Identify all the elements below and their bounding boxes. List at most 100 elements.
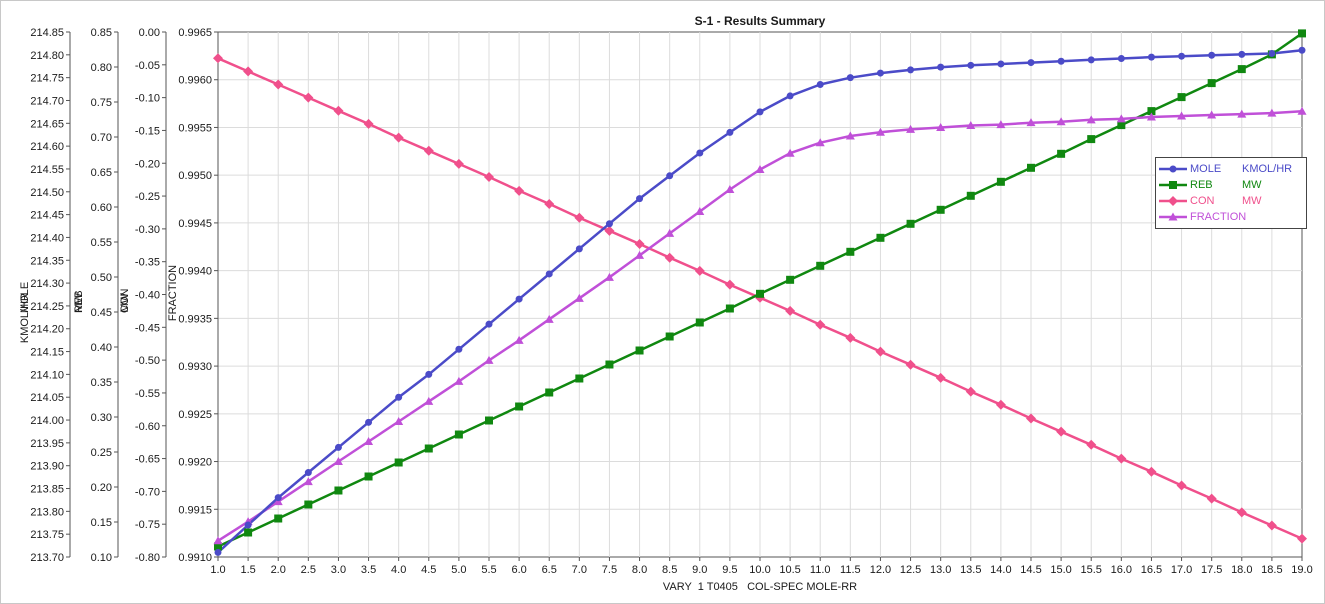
reb-data-point [1177, 93, 1186, 102]
reb-data-point [665, 332, 674, 341]
con-data-point [574, 212, 585, 223]
mole-data-point [365, 418, 373, 426]
con-data-point [604, 225, 615, 236]
con-data-point [634, 238, 645, 249]
fraction-data-point [364, 437, 374, 445]
legend-item-con[interactable]: CON MW [1156, 193, 1306, 209]
reb-tick-label: 0.20 [91, 482, 112, 494]
con-data-point [935, 372, 946, 383]
con-axis-name: CON [119, 289, 131, 314]
reb-data-point [695, 318, 704, 327]
reb-data-point [876, 233, 885, 242]
mole-data-point [666, 172, 674, 180]
frac-tick-label: 0.9945 [178, 218, 212, 230]
legend-name: MOLE [1190, 163, 1222, 175]
reb-data-point [214, 542, 222, 551]
mole-data-point [425, 370, 433, 378]
legend-item-reb[interactable]: REB MW [1156, 177, 1306, 193]
mole-axis-unit: KMOL/HR [19, 293, 31, 343]
reb-tick-label: 0.35 [91, 377, 112, 389]
mole-data-point [545, 270, 553, 278]
legend-unit: MW [1242, 195, 1262, 207]
mole-data-point [214, 548, 222, 556]
mole-tick-label: 213.70 [30, 552, 64, 564]
mole-data-point [726, 128, 734, 136]
reb-tick-label: 0.10 [91, 552, 112, 564]
mole-data-point [244, 521, 252, 529]
frac-tick-label: 0.9930 [178, 361, 212, 373]
x-tick-label: 4.5 [421, 564, 436, 576]
con-data-point [484, 172, 494, 183]
fraction-data-point [333, 457, 343, 466]
reb-tick-label: 0.60 [91, 202, 112, 214]
frac-tick-label: 0.9960 [178, 75, 212, 87]
con-data-point [273, 79, 284, 90]
reb-data-point [756, 289, 764, 298]
reb-tick-label: 0.25 [91, 447, 112, 459]
mole-tick-label: 214.15 [30, 347, 64, 359]
con-data-point [1236, 507, 1247, 518]
legend-item-mole[interactable]: MOLE KMOL/HR [1156, 161, 1306, 177]
x-tick-label: 15.5 [1081, 564, 1102, 576]
con-data-point [1056, 426, 1067, 437]
x-tick-label: 10.5 [779, 564, 800, 576]
mole-tick-label: 214.00 [30, 415, 64, 427]
grid-lines [218, 32, 1302, 557]
reb-data-point [1298, 29, 1306, 38]
con-data-point [1116, 453, 1127, 464]
con-tick-label: -0.40 [135, 290, 160, 302]
reb-data-point [635, 346, 644, 355]
x-tick-label: 13.5 [960, 564, 981, 576]
mole-tick-label: 214.05 [30, 392, 64, 404]
con-tick-label: -0.55 [135, 388, 160, 400]
mole-tick-label: 214.40 [30, 232, 64, 244]
x-tick-label: 9.0 [692, 564, 707, 576]
fraction-data-point [996, 120, 1006, 129]
reb-data-point [364, 472, 373, 481]
mole-data-point [997, 60, 1005, 68]
legend-name: CON [1190, 195, 1215, 207]
reb-tick-label: 0.70 [91, 132, 112, 144]
x-tick-label: 9.5 [722, 564, 737, 576]
fraction-data-point [213, 536, 223, 545]
mole-axis-name: MOLE [19, 282, 31, 313]
x-tick-label: 2.5 [301, 564, 316, 576]
mole-data-point [937, 63, 945, 71]
mole-data-point [1298, 46, 1306, 54]
reb-data-point [605, 360, 614, 369]
con-data-point [333, 105, 344, 116]
reb-tick-label: 0.75 [91, 97, 112, 109]
mole-data-point [1147, 53, 1155, 61]
fraction-data-point [303, 477, 313, 486]
con-data-point [905, 359, 916, 370]
reb-data-point [485, 416, 493, 425]
reb-data-point [575, 374, 584, 383]
x-tick-label: 18.5 [1261, 564, 1282, 576]
fraction-data-point [1297, 106, 1307, 115]
fraction-data-point [604, 272, 614, 281]
x-tick-label: 15.0 [1050, 564, 1071, 576]
legend-item-fraction[interactable]: FRACTION [1156, 209, 1306, 225]
con-data-point [845, 332, 856, 343]
x-tick-label: 11.0 [810, 564, 831, 576]
fraction-data-point [936, 122, 946, 131]
reb-tick-label: 0.15 [91, 517, 112, 529]
x-tick-label: 16.5 [1141, 564, 1162, 576]
con-data-point [1206, 493, 1217, 504]
mole-tick-label: 214.70 [30, 95, 64, 107]
fraction-data-point [695, 206, 705, 215]
fraction-data-point [725, 185, 735, 193]
con-data-point [423, 145, 434, 156]
reb-data-point [816, 261, 825, 270]
x-tick-label: 5.5 [481, 564, 496, 576]
x-tick-label: 17.0 [1171, 564, 1192, 576]
mole-data-point [605, 220, 613, 228]
mole-tick-label: 214.45 [30, 210, 64, 222]
mole-tick-label: 214.55 [30, 164, 64, 176]
mole-data-point [1268, 49, 1276, 57]
con-tick-label: -0.10 [135, 93, 160, 105]
fraction-data-point [665, 228, 675, 237]
frac-tick-label: 0.9935 [178, 313, 212, 325]
